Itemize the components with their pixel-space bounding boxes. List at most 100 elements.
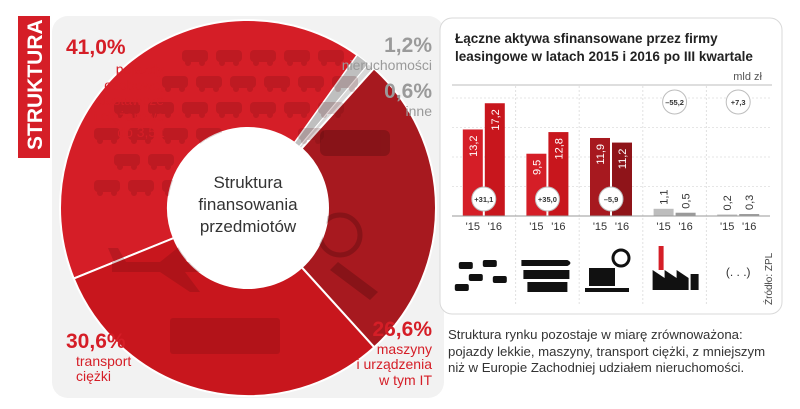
car-silhouette: [162, 76, 188, 88]
side-tag-text: STRUKTURA: [24, 19, 47, 150]
vehicle-silhouettes: [94, 50, 358, 196]
car-silhouette: [332, 76, 358, 88]
segment-vehicles-line: do 3,5 t: [117, 123, 164, 140]
car-silhouette: [148, 102, 174, 114]
bar-2015-label: 1,1: [659, 189, 671, 204]
bar-2015-label: 0,2: [722, 195, 734, 210]
car-silhouette: [230, 76, 256, 88]
cars-icon: [454, 260, 507, 291]
x-tick-label: '16: [551, 221, 565, 233]
donut-center-line: Struktura: [214, 173, 284, 192]
donut-hole: [168, 128, 328, 288]
car-wheel: [117, 112, 123, 118]
car-silhouette: [216, 102, 242, 114]
car-wheel: [335, 86, 341, 92]
car-silhouette: [182, 102, 208, 114]
segment-vehicles-line: dostawcze: [97, 92, 164, 109]
car-wheel: [253, 60, 259, 66]
segment-other-label: 0,6% inne: [340, 80, 432, 119]
x-tick-label: '15: [720, 221, 734, 233]
laptop-shape: [585, 288, 629, 292]
change-badge: [534, 186, 560, 212]
change-badge-text: +31,1: [474, 195, 493, 204]
unit-label: mld zł: [733, 71, 762, 83]
x-tick-label: '15: [656, 221, 670, 233]
summary-text: Struktura rynku pozostaje w miarę zrówno…: [448, 327, 766, 375]
car-wheel: [131, 112, 137, 118]
segment-real-estate-text: nieruchomości: [341, 56, 432, 73]
car-wheel: [179, 86, 185, 92]
car-wheel: [185, 60, 191, 66]
car-wheel: [151, 112, 157, 118]
car-wheel: [321, 60, 327, 66]
bar-chart-title: Łączne aktywa sfinansowane przez firmy l…: [455, 31, 753, 64]
car-wheel: [335, 112, 341, 118]
segment-machinery-line: i urządzenia: [356, 356, 433, 373]
car-silhouette: [94, 128, 120, 140]
car-wheel: [165, 138, 171, 144]
car-shape: [482, 260, 497, 267]
car-wheel: [179, 138, 185, 144]
car-wheel: [287, 60, 293, 66]
side-tag: STRUKTURA: [18, 16, 50, 158]
car-silhouette: [284, 50, 310, 62]
segment-machinery-label: 26,6% maszyny i urządzenia w tym IT: [320, 318, 433, 389]
car-wheel: [233, 60, 239, 66]
car-wheel: [335, 60, 341, 66]
car-wheel: [97, 138, 103, 144]
car-silhouette: [148, 154, 174, 166]
train-shape: [523, 270, 570, 279]
segment-transport-line: transport: [76, 352, 132, 369]
car-silhouette: [250, 50, 276, 62]
car-silhouette: [298, 76, 324, 88]
segment-real-estate-value: 1,2%: [384, 34, 432, 57]
building-shape: [690, 274, 699, 290]
segment-vehicles-value: 41,0%: [66, 36, 126, 59]
car-wheel: [301, 112, 307, 118]
bar-2016-label: 0,5: [681, 193, 693, 208]
car-wheel: [151, 164, 157, 170]
car-wheel: [131, 138, 137, 144]
plane-shape: [108, 238, 256, 292]
factory-icon: [652, 246, 699, 290]
car-wheel: [233, 86, 239, 92]
car-wheel: [267, 112, 273, 118]
car-silhouette: [128, 128, 154, 140]
other-icon-text: (. . .): [726, 265, 751, 279]
bar-2015-label: 11,9: [595, 144, 607, 165]
donut-center-label: Struktura finansowania przedmiotów: [198, 173, 298, 236]
x-tick-label: '15: [466, 221, 480, 233]
factory-shape: [652, 270, 689, 290]
segment-transport-line: ciężki: [76, 368, 112, 385]
car-wheel: [233, 112, 239, 118]
car-silhouette: [114, 154, 140, 166]
car-wheel: [97, 190, 103, 196]
car-silhouette: [128, 180, 154, 192]
x-tick-label: '16: [742, 221, 756, 233]
car-wheel: [199, 112, 205, 118]
car-shape: [458, 262, 473, 269]
car-wheel: [219, 60, 225, 66]
bar-2015-label: 13,2: [468, 135, 480, 156]
segment-vehicles-line: i ciężarowe: [93, 108, 164, 125]
change-badge-text: –55,2: [665, 98, 684, 107]
car-wheel: [145, 138, 151, 144]
change-badge-text: +7,3: [731, 98, 746, 107]
truck-shape: [170, 318, 280, 354]
car-silhouette: [182, 50, 208, 62]
car-wheel: [117, 164, 123, 170]
segment-machinery-line: w tym IT: [379, 371, 432, 388]
bar-2015-label: 9,5: [531, 160, 543, 175]
segment-other-value: 0,6%: [384, 80, 432, 103]
bar-2015: [653, 208, 674, 216]
bar-chart-card: [439, 17, 783, 315]
segment-machinery-value: 26,6%: [372, 318, 432, 341]
segment-real-estate-label: 1,2% nieruchomości: [340, 34, 432, 73]
truck-shape: [527, 282, 568, 292]
car-silhouette: [94, 180, 120, 192]
gear-icon: [611, 248, 631, 268]
car-wheel: [301, 86, 307, 92]
plane-shape: [521, 260, 571, 266]
car-silhouette: [318, 50, 344, 62]
segment-vehicles-text: pojazdy osobowe, dostawcze i ciężarowe d…: [60, 61, 164, 140]
